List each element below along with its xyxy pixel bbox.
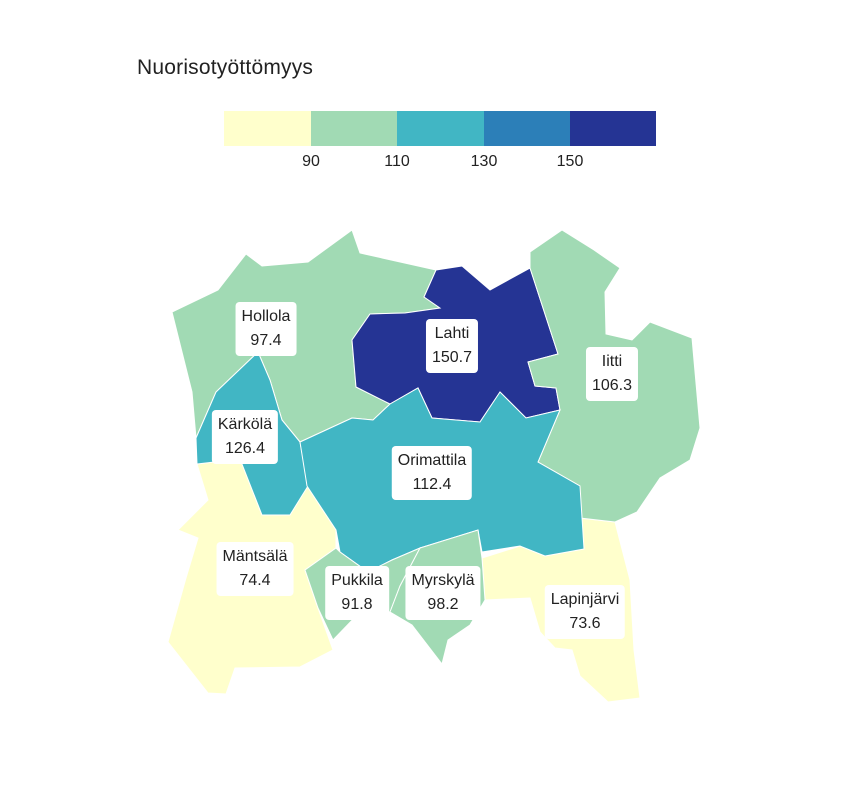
region-value: 112.4	[412, 476, 452, 493]
region-name: Kärkölä	[217, 416, 273, 433]
region-name: Myrskylä	[411, 572, 475, 589]
region-value: 73.6	[569, 615, 601, 632]
legend-tick-90: 90	[302, 153, 320, 170]
label-karkola: Kärkölä 126.4	[211, 410, 279, 464]
label-lapinjarvi: Lapinjärvi 73.6	[544, 585, 626, 639]
region-name: Lahti	[434, 325, 470, 342]
region-name: Orimattila	[397, 452, 467, 469]
label-orimattila: Orimattila 112.4	[391, 446, 473, 500]
region-name: Lapinjärvi	[550, 591, 620, 608]
legend-tick-110: 110	[384, 153, 410, 170]
region-value: 106.3	[591, 377, 633, 394]
region-value: 98.2	[427, 596, 459, 613]
legend-swatch-4	[484, 111, 570, 146]
label-mantsala: Mäntsälä 74.4	[216, 542, 294, 596]
legend-swatch-5	[570, 111, 656, 146]
legend-tick-150: 150	[556, 153, 584, 170]
region-name: Iitti	[601, 353, 623, 370]
region-value: 97.4	[250, 332, 282, 349]
label-myrskyla: Myrskylä 98.2	[405, 566, 481, 620]
region-value: 74.4	[239, 572, 271, 589]
region-value: 126.4	[224, 440, 266, 457]
region-value: 150.7	[431, 349, 473, 366]
region-value: 91.8	[341, 596, 373, 613]
label-pukkila: Pukkila 91.8	[325, 566, 389, 620]
region-name: Mäntsälä	[222, 548, 288, 565]
region-name: Pukkila	[331, 572, 383, 589]
legend-swatch-1	[224, 111, 311, 146]
label-iitti: Iitti 106.3	[585, 347, 639, 401]
label-lahti: Lahti 150.7	[425, 319, 479, 373]
label-hollola: Hollola 97.4	[235, 302, 297, 356]
region-name: Hollola	[241, 308, 291, 325]
legend-swatch-3	[397, 111, 484, 146]
legend-tick-130: 130	[470, 153, 498, 170]
color-legend	[224, 111, 656, 146]
map-title: Nuorisotyöttömyys	[137, 56, 314, 79]
legend-swatch-2	[311, 111, 397, 146]
